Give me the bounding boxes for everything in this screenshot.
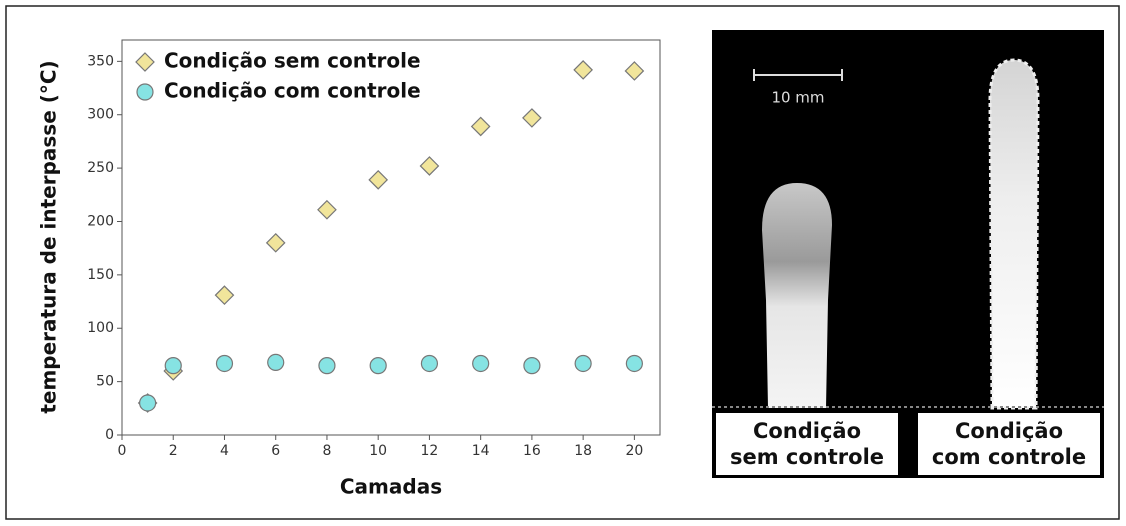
photo-label: com controle bbox=[932, 445, 1086, 469]
photo-label: Condição bbox=[955, 419, 1063, 443]
plot-area bbox=[121, 39, 661, 436]
marker-diamond bbox=[317, 199, 337, 220]
frame bbox=[5, 5, 1120, 520]
label-box bbox=[918, 413, 1100, 475]
photo-label: sem controle bbox=[730, 445, 884, 469]
x-tick-label: 8 bbox=[322, 443, 331, 459]
marker-diamond bbox=[265, 232, 286, 253]
marker-diamond bbox=[419, 156, 440, 176]
marker-circle bbox=[574, 354, 592, 373]
y-tick-label: 250 bbox=[87, 160, 114, 176]
marker-diamond bbox=[624, 61, 645, 81]
x-tick-label: 14 bbox=[472, 443, 490, 459]
marker-diamond bbox=[214, 285, 235, 305]
x-tick-label: 12 bbox=[421, 443, 439, 459]
x-axis-label: Camadas bbox=[340, 475, 442, 499]
x-tick-label: 0 bbox=[118, 443, 127, 459]
y-tick-label: 50 bbox=[96, 374, 114, 390]
photo-label: Condição bbox=[753, 419, 861, 443]
y-tick-label: 300 bbox=[87, 107, 114, 123]
x-tick-label: 4 bbox=[220, 443, 229, 459]
y-tick-label: 350 bbox=[87, 53, 114, 69]
x-tick-label: 16 bbox=[523, 443, 541, 459]
marker-circle bbox=[369, 357, 387, 375]
marker-diamond bbox=[522, 108, 542, 128]
marker-circle bbox=[625, 354, 643, 373]
marker-circle bbox=[420, 354, 439, 373]
legend-marker bbox=[135, 52, 155, 72]
x-tick-label: 20 bbox=[625, 443, 643, 459]
chart: 0 50 100 150 200 250 300 350 0 2 4 6 8 10 12 14 16 18 20 Co… bbox=[87, 49, 645, 459]
marker-circle bbox=[139, 394, 157, 412]
marker-circle bbox=[215, 354, 234, 373]
y-tick-label: 150 bbox=[87, 267, 114, 283]
specimen bbox=[988, 58, 1040, 410]
legend-marker bbox=[136, 83, 154, 101]
marker-diamond bbox=[573, 60, 593, 80]
y-tick-label: 0 bbox=[105, 427, 114, 443]
marker-circle bbox=[472, 354, 490, 373]
x-tick-label: 2 bbox=[169, 443, 178, 459]
legend-label: Condição com controle bbox=[164, 79, 421, 103]
marker-circle bbox=[523, 357, 541, 375]
marker-diamond bbox=[470, 116, 491, 137]
specimen bbox=[762, 183, 832, 408]
legend-label: Condição sem controle bbox=[164, 49, 421, 73]
marker-circle bbox=[318, 357, 336, 375]
y-tick-label: 200 bbox=[87, 213, 114, 229]
x-tick-label: 6 bbox=[271, 443, 280, 459]
marker-circle bbox=[267, 353, 285, 372]
label-box bbox=[716, 413, 898, 475]
photo: 10 mm Condição sem controle Condição com… bbox=[712, 30, 1104, 478]
y-axis-label: temperatura de interpasse (°C) bbox=[37, 60, 61, 413]
marker-diamond bbox=[368, 170, 389, 190]
scale-bar-label: 10 mm bbox=[771, 89, 824, 107]
y-tick-label: 100 bbox=[87, 320, 114, 336]
marker-circle bbox=[164, 357, 182, 375]
x-tick-label: 18 bbox=[574, 443, 592, 459]
x-tick-label: 10 bbox=[369, 443, 387, 459]
